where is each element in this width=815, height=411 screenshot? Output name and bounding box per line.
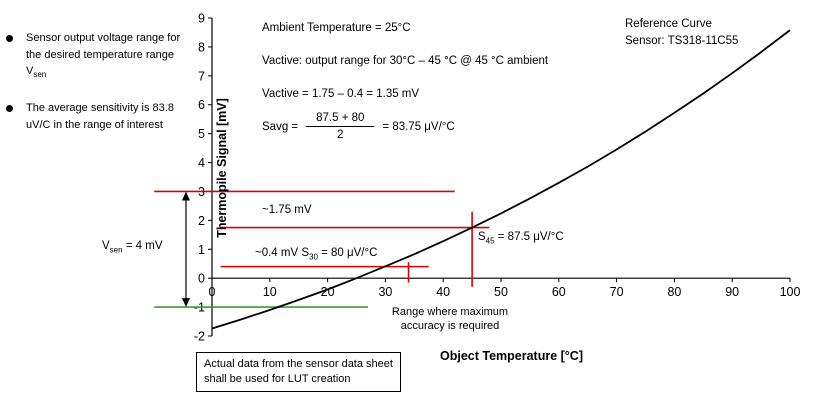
v04-suffix: = 80 μV/°C <box>317 247 378 259</box>
lut-creation-note-box: Actual data from the sensor data sheet s… <box>196 352 401 392</box>
vsen-label-suffix: = 4 mV <box>122 240 163 252</box>
reference-curve-note-line2: Sensor: TS318-11C55 <box>625 34 739 47</box>
x-tick-label: 50 <box>494 285 508 299</box>
s45-suffix: = 87.5 μV/°C <box>494 231 564 243</box>
y-axis-title: Thermopile Signal [mV] <box>215 98 229 238</box>
value-04mv-s30-label: ~0.4 mV S30 = 80 μV/°C <box>255 247 377 261</box>
y-tick-label: 6 <box>198 98 205 112</box>
savg-result: = 83.75 μV/°C <box>382 120 455 133</box>
y-tick-label: 7 <box>198 69 205 83</box>
reference-curve-note-line1: Reference Curve <box>625 18 712 30</box>
savg-denominator: 2 <box>337 129 344 141</box>
vactive-description-note: Vactive: output range for 30°C – 45 °C @… <box>262 55 549 67</box>
savg-formula: Savg = 87.5 + 80 2 = 83.75 μV/°C <box>262 112 455 141</box>
lut-note-line1: Actual data from the sensor data sheet <box>204 358 393 370</box>
accuracy-range-note-line1: Range where maximum <box>391 306 509 318</box>
savg-fraction: 87.5 + 80 2 <box>306 112 375 141</box>
vsen-arrow-head-bottom <box>181 298 190 308</box>
vsen-label-prefix: V <box>102 240 110 252</box>
bullet-text-vsen-sub: sen <box>33 70 47 80</box>
y-tick-label: 2 <box>198 214 205 228</box>
bullet-text-sensitivity: The average sensitivity is 83.8 uV/C in … <box>26 102 174 131</box>
accuracy-range-note: Range where maximum accuracy is required <box>374 305 526 334</box>
x-tick-label: 60 <box>552 285 566 299</box>
ambient-temperature-note: Ambient Temperature = 25°C <box>262 22 411 34</box>
bullet-icon <box>6 35 13 42</box>
v04-sub: 30 <box>309 252 318 262</box>
y-tick-label: -2 <box>194 330 205 344</box>
vsen-label: Vsen = 4 mV <box>102 240 163 254</box>
bullet-item-sensitivity: The average sensitivity is 83.8 uV/C in … <box>6 100 216 133</box>
bullet-item-vsen: Sensor output voltage range for the desi… <box>6 30 216 81</box>
accuracy-range-note-line2: accuracy is required <box>400 320 500 333</box>
y-tick-label: 9 <box>198 12 205 26</box>
vsen-label-sub: sen <box>109 245 123 255</box>
x-tick-label: 10 <box>263 285 277 299</box>
s45-prefix: S <box>478 231 486 243</box>
x-axis-title: Object Temperature [°C] <box>440 349 583 363</box>
value-175mv-label: ~1.75 mV <box>262 204 312 216</box>
y-tick-label: 4 <box>198 156 205 170</box>
reference-curve-note: Reference Curve Sensor: TS318-11C55 <box>625 16 738 49</box>
reference-curve <box>211 29 791 330</box>
vsen-arrow-head-top <box>181 191 190 201</box>
y-tick-label: 1 <box>198 243 205 257</box>
v04-prefix: ~0.4 mV S <box>255 247 310 259</box>
x-tick-label: 0 <box>209 285 216 299</box>
bullet-text-vsen-main: Sensor output voltage range for the desi… <box>26 32 181 77</box>
x-tick-label: 90 <box>725 285 739 299</box>
x-tick-label: 30 <box>378 285 392 299</box>
bullet-icon <box>6 105 13 112</box>
x-tick-label: 100 <box>780 285 801 299</box>
savg-lhs: Savg = <box>262 120 299 133</box>
s45-sub: 45 <box>485 236 495 246</box>
savg-numerator: 87.5 + 80 <box>306 112 375 127</box>
y-tick-label: 8 <box>198 40 205 54</box>
x-tick-label: 70 <box>610 285 624 299</box>
x-tick-label: 80 <box>667 285 681 299</box>
s45-sensitivity-label: S45 = 87.5 μV/°C <box>478 231 564 245</box>
y-tick-label: 5 <box>198 127 205 141</box>
lut-note-line2: shall be used for LUT creation <box>204 372 351 385</box>
vactive-calculation-note: Vactive = 1.75 – 0.4 = 1.35 mV <box>262 88 420 100</box>
y-tick-label: 0 <box>198 272 205 286</box>
bullet-text-vsen: Sensor output voltage range for the desi… <box>26 30 188 81</box>
x-tick-label: 40 <box>436 285 450 299</box>
